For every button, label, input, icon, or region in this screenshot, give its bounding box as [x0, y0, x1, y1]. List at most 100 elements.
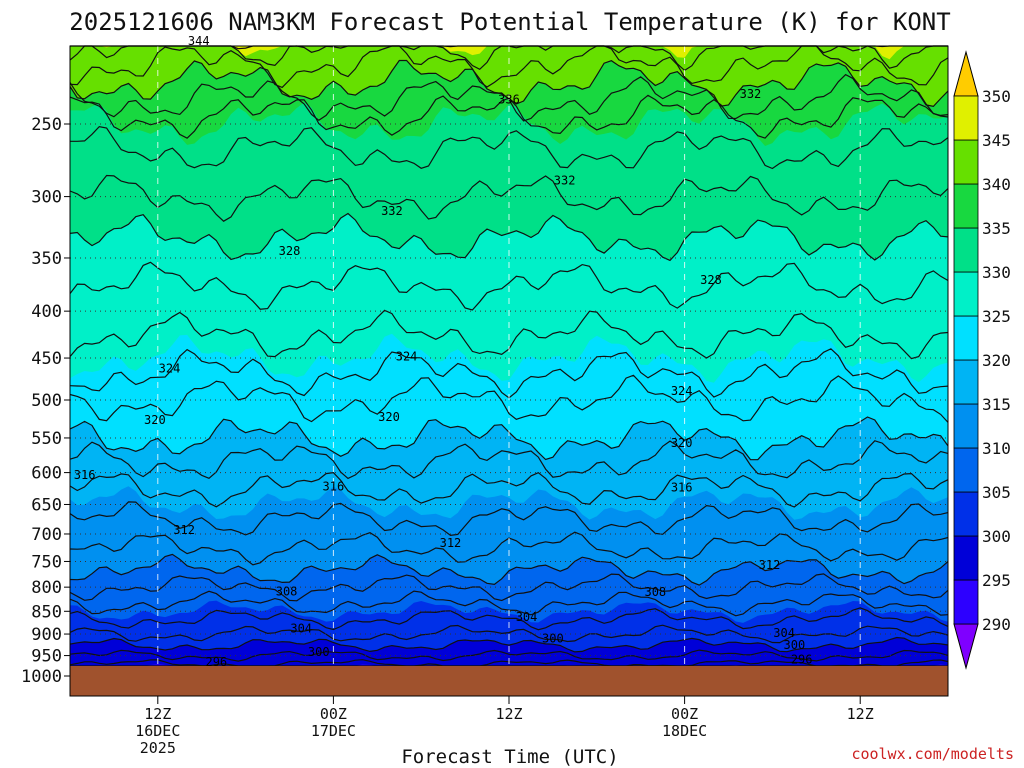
colorbar-label: 305 — [982, 483, 1011, 502]
y-axis: 250 300 350 400 450 500 550 600 650 700 750 800 850 9… — [21, 115, 70, 687]
colorbar-label: 295 — [982, 571, 1011, 590]
contour-310 — [69, 553, 949, 586]
y-tick-label: 300 — [31, 188, 62, 208]
colorbar-label: 330 — [982, 263, 1011, 282]
credit-link[interactable]: coolwx.com/modelts — [851, 745, 1014, 763]
colorbar-swatch — [953, 227, 979, 273]
colorbar-label: 335 — [982, 219, 1011, 238]
colorbar-swatch — [953, 403, 979, 449]
x-tick-label: 12Z — [847, 705, 874, 723]
plot-area: 344 336 332 332 332 328 328 324 324 324 320 320 320 3… — [69, 34, 949, 697]
contour-label: 344 — [188, 34, 210, 48]
shaded-bands — [70, 46, 948, 666]
colorbar-swatch — [953, 447, 979, 493]
contour-322 — [69, 374, 949, 423]
contour-labels: 344 336 332 332 332 328 328 324 324 324 320 320 320 3… — [74, 34, 813, 669]
contour-328 — [69, 261, 949, 311]
contour-308 — [69, 573, 949, 602]
colorbar-label: 290 — [982, 615, 1011, 634]
contour-label: 324 — [159, 362, 181, 376]
colorbar-label: 340 — [982, 175, 1011, 194]
contour-label: 296 — [791, 652, 813, 666]
colorbar-label: 325 — [982, 307, 1011, 326]
colorbar-swatch — [953, 271, 979, 317]
y-tick-label: 700 — [31, 525, 62, 545]
x-tick-label: 00Z — [320, 705, 347, 723]
x-tick-label: 18DEC — [662, 722, 707, 740]
ground-below-surface — [70, 666, 948, 696]
y-tick-label: 400 — [31, 302, 62, 322]
y-tick-label: 450 — [31, 349, 62, 369]
contour-label: 308 — [644, 585, 666, 599]
y-tick-label: 900 — [31, 625, 62, 645]
colorbar-label: 315 — [982, 395, 1011, 414]
chart-title: 2025121606 NAM3KM Forecast Potential Tem… — [69, 8, 950, 36]
contour-300 — [69, 636, 949, 653]
colorbar-label: 320 — [982, 351, 1011, 370]
x-tick-label: 2025 — [140, 739, 176, 757]
y-tick-label: 500 — [31, 391, 62, 411]
colorbar-swatch — [953, 491, 979, 537]
contour-label: 300 — [784, 638, 806, 652]
contour-label: 324 — [671, 384, 693, 398]
x-tick-label: 00Z — [671, 705, 698, 723]
colorbar-top-arrow — [953, 50, 979, 97]
grid-lines — [70, 46, 948, 666]
colorbar-swatch — [953, 139, 979, 185]
contour-label: 304 — [773, 626, 795, 640]
y-tick-label: 250 — [31, 115, 62, 135]
contour-label: 332 — [740, 87, 762, 101]
contour-label: 312 — [440, 536, 462, 550]
x-tick-label: 16DEC — [135, 722, 180, 740]
y-tick-label: 750 — [31, 552, 62, 572]
colorbar-label: 300 — [982, 527, 1011, 546]
colorbar-swatch — [953, 535, 979, 581]
y-tick-label: 1000 — [21, 667, 62, 687]
x-tick-label: 12Z — [495, 705, 522, 723]
colorbar-label: 310 — [982, 439, 1011, 458]
contour-label: 336 — [498, 92, 520, 106]
contour-label: 328 — [700, 273, 722, 287]
contour-label: 304 — [516, 610, 538, 624]
contour-label: 324 — [396, 349, 418, 363]
colorbar-label: 350 — [982, 87, 1011, 106]
contour-298 — [69, 649, 949, 662]
contour-label: 300 — [542, 631, 564, 645]
contour-label: 320 — [378, 410, 400, 424]
y-tick-label: 800 — [31, 578, 62, 598]
contour-label: 320 — [144, 413, 166, 427]
contour-314 — [69, 501, 949, 537]
colorbar: 290 295 300 305 310 315 320 325 330 335 340 345 350 — [953, 50, 1011, 670]
y-tick-label: 350 — [31, 249, 62, 269]
x-axis-label: Forecast Time (UTC) — [401, 746, 618, 768]
contour-label: 300 — [308, 645, 330, 659]
contour-label: 332 — [554, 173, 576, 187]
y-tick-label: 950 — [31, 647, 62, 667]
contour-label: 312 — [173, 523, 195, 537]
contour-label: 316 — [74, 468, 96, 482]
contour-304 — [69, 607, 949, 631]
colorbar-bottom-arrow — [953, 623, 979, 670]
colorbar-swatch — [953, 359, 979, 405]
y-tick-label: 600 — [31, 464, 62, 484]
contour-label: 332 — [381, 204, 403, 218]
y-tick-label: 650 — [31, 495, 62, 515]
colorbar-swatch — [953, 95, 979, 141]
contour-label: 320 — [671, 436, 693, 450]
colorbar-swatch — [953, 315, 979, 361]
colorbar-swatch — [953, 579, 979, 625]
colorbar-swatch — [953, 183, 979, 229]
contour-label: 316 — [671, 481, 693, 495]
contour-label: 296 — [205, 655, 227, 669]
contour-318 — [69, 440, 949, 480]
y-tick-label: 550 — [31, 429, 62, 449]
contour-label: 316 — [323, 479, 345, 493]
colorbar-label: 345 — [982, 131, 1011, 150]
contour-label: 304 — [290, 621, 312, 635]
contour-label: 308 — [276, 585, 298, 599]
contour-302 — [69, 624, 949, 644]
contour-label: 328 — [279, 244, 301, 258]
x-tick-label: 12Z — [144, 705, 171, 723]
